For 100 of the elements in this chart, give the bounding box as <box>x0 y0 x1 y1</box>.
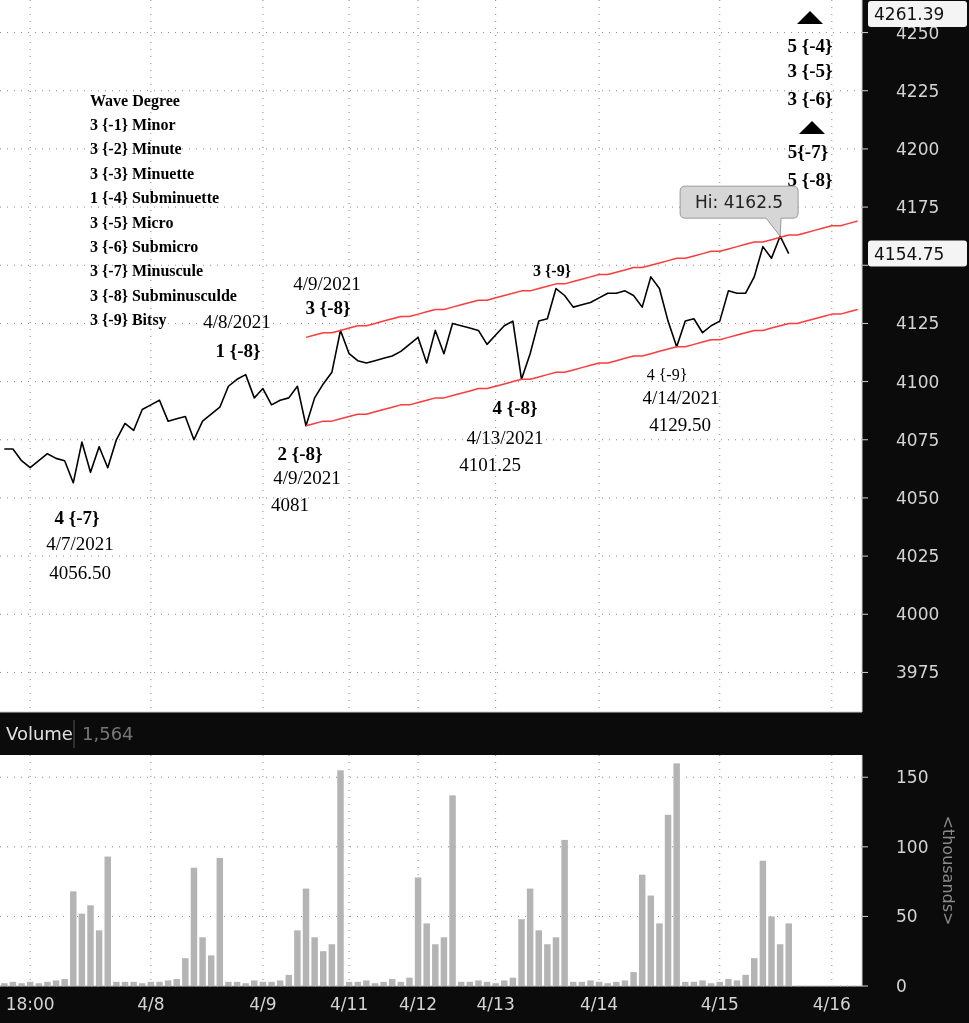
y-tick-label: 50 <box>896 906 918 927</box>
annotation: 3 {-3} Minuette <box>90 164 195 182</box>
bar <box>87 905 94 986</box>
bar <box>113 981 120 986</box>
bar <box>587 980 594 986</box>
annotation: 4/9/2021 <box>273 466 341 488</box>
bar <box>104 856 111 986</box>
bar <box>354 981 361 986</box>
bar <box>156 981 163 986</box>
bar <box>638 874 646 986</box>
bar <box>199 937 206 986</box>
y-tick-label: 4000 <box>896 604 940 625</box>
annotation: 3 {-8} <box>305 296 351 318</box>
bar <box>320 951 327 986</box>
bar <box>207 955 215 986</box>
bar <box>182 958 189 986</box>
text: 4154.75 <box>874 243 945 264</box>
chart-title: Volume <box>6 723 73 745</box>
y-tick-label: 100 <box>896 836 929 857</box>
annotation: 3 {-1} Minor <box>90 116 176 133</box>
bar <box>759 860 767 986</box>
annotation: 3 {-6} Submicro <box>90 238 199 255</box>
bar <box>751 958 758 986</box>
bar <box>328 944 336 986</box>
bar <box>251 980 258 986</box>
y-tick-label: 4200 <box>896 138 940 159</box>
bar <box>535 930 542 986</box>
annotation: Hi: 4162.5 <box>695 192 784 213</box>
bar <box>225 981 232 986</box>
bar <box>302 888 310 986</box>
bar <box>130 981 137 986</box>
bar <box>311 937 318 986</box>
annotation: 4081 <box>271 493 309 515</box>
bar <box>44 981 51 986</box>
annotation: 3 {-6} <box>787 87 833 109</box>
bar <box>423 923 430 986</box>
bar <box>707 983 715 986</box>
annotation: 3 {-7} Minuscule <box>90 262 204 280</box>
y-tick-label: 4075 <box>896 429 940 450</box>
bar <box>475 980 482 986</box>
annotation: 4 {-8} <box>492 396 538 418</box>
x-tick-label: 4/15 <box>700 994 739 1014</box>
x-tick-label: 4/16 <box>812 994 851 1014</box>
bar <box>518 919 525 986</box>
annotation: 3 {-5} <box>787 59 833 81</box>
bar <box>1 983 8 986</box>
annotation: 5 {-4} <box>787 34 833 56</box>
bar <box>544 944 551 986</box>
bar <box>285 974 292 986</box>
bar <box>337 770 344 986</box>
bar <box>139 983 146 986</box>
annotation: 3 {-5} Micro <box>90 213 174 231</box>
bar <box>78 913 86 986</box>
annotation: 4/13/2021 <box>466 426 544 448</box>
y-tick-label: 0 <box>896 975 907 996</box>
annotation: 3 {-9} <box>533 261 571 279</box>
bar <box>440 937 448 986</box>
bar <box>388 979 396 986</box>
bar <box>414 877 422 986</box>
bar <box>164 980 172 986</box>
annotation: 3 {-8} Subminusculde <box>90 286 237 304</box>
x-tick-label: 4/9 <box>249 994 277 1014</box>
annotation: 4/8/2021 <box>203 310 271 332</box>
bar <box>61 979 68 986</box>
annotation: 4/9/2021 <box>293 272 361 294</box>
x-tick-label: 4/14 <box>580 994 619 1014</box>
bar <box>604 983 611 986</box>
x-tick-label: 18:00 <box>5 994 55 1014</box>
text: 4261.39 <box>874 3 945 24</box>
bar <box>725 979 732 986</box>
bar <box>363 980 370 986</box>
bar <box>656 923 663 986</box>
x-tick-label: 4/11 <box>330 994 369 1014</box>
bar <box>630 972 637 986</box>
bar <box>95 930 103 986</box>
y-tick-label: 4175 <box>896 197 940 218</box>
text: 1,564 <box>82 723 134 745</box>
bar <box>613 981 620 986</box>
y-tick-label: 4125 <box>896 313 940 334</box>
bar <box>768 916 775 986</box>
bar <box>276 980 284 986</box>
y-tick-label: 150 <box>896 767 929 788</box>
annotation: 4101.25 <box>459 453 521 475</box>
bar <box>52 980 60 986</box>
annotation: 4/14/2021 <box>642 386 720 408</box>
bar <box>70 891 77 986</box>
bar <box>492 983 499 986</box>
bar <box>526 888 534 986</box>
bar <box>294 930 301 986</box>
bar <box>242 983 249 986</box>
bar <box>664 814 672 986</box>
bar <box>406 977 413 986</box>
bar <box>501 980 508 986</box>
annotation: Wave Degree <box>90 91 180 110</box>
y-axis-title: <thousands> <box>939 815 958 926</box>
y-tick-label: 3975 <box>896 662 940 683</box>
bar <box>371 983 379 986</box>
bar <box>561 839 568 986</box>
bar <box>432 944 439 986</box>
y-tick-label: 4025 <box>896 546 940 567</box>
